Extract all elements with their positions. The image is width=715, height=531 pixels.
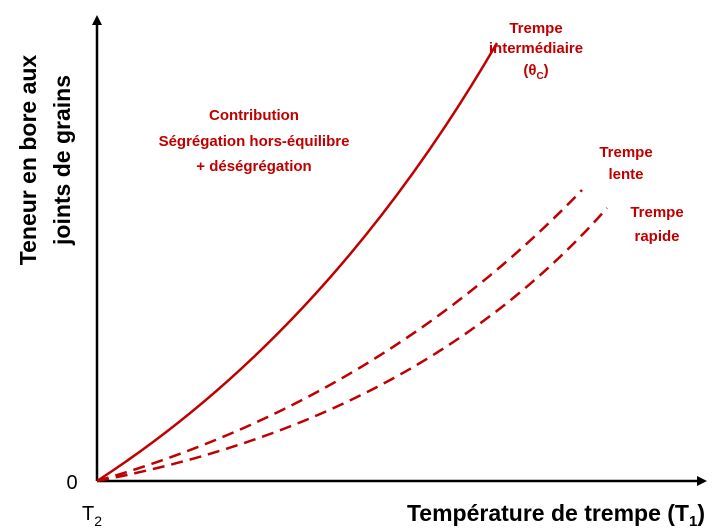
curve-slow: [96, 189, 583, 483]
annotation: Trempe: [630, 204, 683, 221]
y-axis-label: Teneur en bore aux: [15, 55, 41, 266]
annotation: Trempe: [509, 20, 562, 37]
y-axis-label: joints de grains: [49, 75, 75, 246]
annotation: rapide: [634, 228, 679, 245]
text: T: [82, 503, 94, 525]
suffix: ): [544, 62, 549, 79]
annotation: Ségrégation hors-équilibre: [159, 133, 350, 150]
subscript: 1: [689, 513, 697, 530]
suffix: ): [697, 500, 705, 526]
curve-fast: [96, 207, 608, 483]
annotation: lente: [608, 166, 643, 183]
origin-label: 0: [66, 472, 77, 494]
x-start-label: T2: [82, 503, 102, 529]
subscript: 2: [94, 513, 102, 529]
subscript: C: [536, 71, 543, 82]
text: (θ: [523, 62, 536, 79]
annotation: intermédiaire: [489, 40, 583, 57]
curve-intermediate: [96, 42, 499, 483]
annotation: + déségrégation: [196, 158, 311, 175]
text: Température de trempe (T: [407, 500, 689, 526]
annotation: (θC): [523, 62, 548, 82]
x-axis-label: Température de trempe (T1): [407, 500, 705, 530]
annotation: Trempe: [599, 144, 652, 161]
annotation: Contribution: [209, 107, 299, 124]
